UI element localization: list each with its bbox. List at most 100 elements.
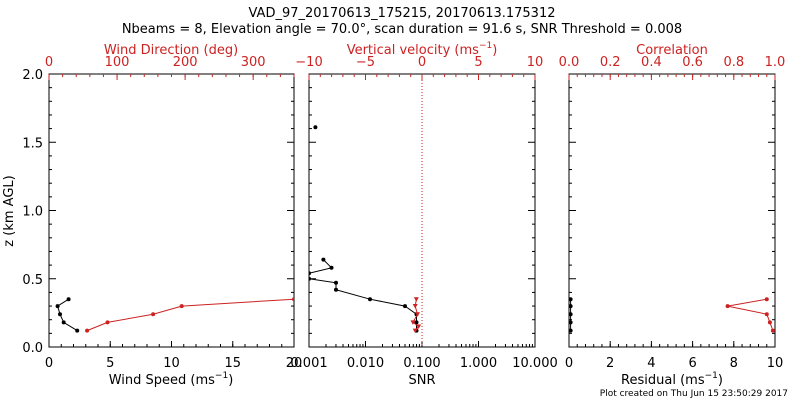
top-tick-label-middle: 0 — [418, 55, 426, 70]
title-line-1: VAD_97_20170613_175215, 20170613.175312 — [249, 6, 556, 21]
left-bottom-xlabel: Wind Speed (ms−1) — [109, 371, 234, 388]
data-point-right-1 — [764, 297, 769, 302]
data-point-left-1 — [85, 328, 90, 333]
bottom-tick-label-right: 6 — [688, 356, 696, 371]
top-tick-label-right: 1.0 — [765, 55, 786, 70]
bottom-tick-label-right: 0 — [565, 356, 573, 371]
top-tick-label-middle: 10 — [527, 55, 544, 70]
data-point-left-1 — [151, 312, 156, 317]
data-point-left-0 — [66, 297, 71, 302]
bottom-tick-label-middle: 0.001 — [290, 356, 327, 371]
panel-right: 0 2 4 6 8 10 0.0 0.2 0.4 0.6 0.8 1.0 Correlation Re… — [559, 43, 786, 388]
series-group-left — [55, 297, 294, 333]
data-point-left-0 — [55, 304, 60, 309]
y-tick-label: 0.0 — [22, 341, 43, 356]
data-point-left-0 — [75, 328, 80, 333]
bottom-tick-label-right: 2 — [606, 356, 614, 371]
data-point-middle-1 — [321, 257, 326, 262]
data-point-middle-2 — [313, 125, 318, 130]
bottom-tick-label-middle: 0.100 — [403, 356, 440, 371]
right-bottom-xlabel: Residual (ms−1) — [621, 371, 723, 388]
left-top-xlabel: Wind Direction (deg) — [104, 43, 238, 58]
data-point-middle-1 — [309, 271, 311, 276]
bottom-tick-label-right: 8 — [730, 356, 738, 371]
data-point-right-0 — [569, 304, 573, 309]
bottom-tick-label-left: 10 — [163, 356, 180, 371]
data-point-middle-3 — [412, 328, 418, 334]
data-point-right-0 — [569, 312, 573, 317]
middle-top-xlabel-main: Vertical velocity (ms — [347, 43, 479, 58]
panel-middle-marks: 0.001 0.010 0.100 1.000 10.000 −10 −5 0 5 10 — [290, 55, 557, 371]
data-point-middle-3 — [416, 324, 422, 330]
series-line-middle-0 — [309, 278, 417, 331]
top-tick-label-right: 0.8 — [723, 55, 744, 70]
data-point-right-0 — [569, 320, 573, 325]
right-bottom-xlabel-close: ) — [718, 373, 723, 388]
bottom-tick-label-left: 20 — [286, 356, 303, 371]
middle-bottom-xlabel: SNR — [408, 373, 435, 388]
bottom-tick-label-middle: 0.010 — [347, 356, 384, 371]
plot-footer: Plot created on Thu Jun 15 23:50:29 2017 — [600, 389, 788, 399]
right-bottom-xlabel-sup: −1 — [705, 371, 718, 381]
series-line-middle-1 — [309, 259, 333, 274]
y-axis-label: z (km AGL) — [2, 175, 17, 246]
top-tick-label-left: 0 — [45, 55, 53, 70]
data-point-right-1 — [767, 320, 772, 325]
data-point-right-0 — [569, 297, 573, 302]
data-point-middle-3 — [410, 320, 416, 325]
data-point-middle-0 — [368, 297, 372, 302]
right-bottom-xlabel-main: Residual (ms — [621, 373, 705, 388]
panel-middle: 0.001 0.010 0.100 1.000 10.000 −10 −5 0 5 10 Vert… — [290, 41, 557, 388]
panel-right-marks: 0 2 4 6 8 10 0.0 0.2 0.4 0.6 0.8 1.0 — [559, 55, 786, 371]
data-point-middle-0 — [414, 320, 419, 325]
bottom-tick-label-right: 10 — [767, 356, 784, 371]
data-point-middle-3 — [412, 304, 418, 309]
title-line-2: Nbeams = 8, Elevation angle = 70.0°, sca… — [122, 22, 682, 37]
data-point-left-1 — [179, 304, 184, 309]
top-tick-label-right: 0.4 — [641, 55, 662, 70]
top-tick-label-left: 100 — [105, 55, 130, 70]
data-point-right-1 — [770, 328, 775, 333]
panel-right-frame — [568, 73, 776, 348]
y-tick-label: 1.5 — [22, 136, 43, 151]
top-tick-label-right: 0.6 — [682, 55, 703, 70]
data-point-left-1 — [292, 297, 294, 302]
data-point-middle-0 — [334, 287, 338, 292]
top-tick-label-left: 200 — [173, 55, 198, 70]
top-tick-label-middle: −5 — [356, 55, 375, 70]
y-tick-label: 1.0 — [22, 205, 43, 220]
middle-top-xlabel: Vertical velocity (ms−1) — [347, 41, 498, 58]
middle-top-xlabel-sup: −1 — [479, 41, 492, 51]
bottom-tick-label-middle: 1.000 — [460, 356, 497, 371]
y-tick-label: 0.5 — [22, 273, 43, 288]
top-tick-label-middle: 5 — [474, 55, 482, 70]
top-tick-label-middle: −10 — [295, 55, 322, 70]
data-point-left-1 — [105, 320, 110, 325]
left-bottom-xlabel-sup: −1 — [215, 371, 228, 381]
series-group-right — [569, 297, 775, 333]
data-point-middle-3 — [414, 312, 420, 317]
top-tick-label-right: 0.0 — [559, 55, 580, 70]
series-line-left-1 — [86, 298, 294, 332]
left-bottom-xlabel-main: Wind Speed (ms — [109, 373, 215, 388]
data-point-middle-3 — [413, 297, 419, 302]
bottom-tick-label-left: 15 — [224, 356, 241, 371]
data-point-left-0 — [61, 320, 66, 325]
data-point-right-1 — [764, 312, 769, 317]
data-point-middle-0 — [403, 304, 407, 309]
panel-middle-frame — [308, 73, 536, 348]
panel-left-frame — [48, 73, 295, 348]
bottom-tick-label-left: 0 — [45, 356, 53, 371]
bottom-tick-label-middle: 10.000 — [512, 356, 558, 371]
data-point-middle-1 — [329, 265, 334, 270]
data-point-middle-0 — [309, 276, 311, 281]
series-group-middle — [309, 125, 422, 334]
y-tick-label: 2.0 — [22, 68, 43, 83]
data-point-left-0 — [58, 312, 62, 317]
top-tick-label-right: 0.2 — [600, 55, 621, 70]
top-tick-label-left: 300 — [241, 55, 266, 70]
data-point-middle-0 — [334, 280, 338, 285]
